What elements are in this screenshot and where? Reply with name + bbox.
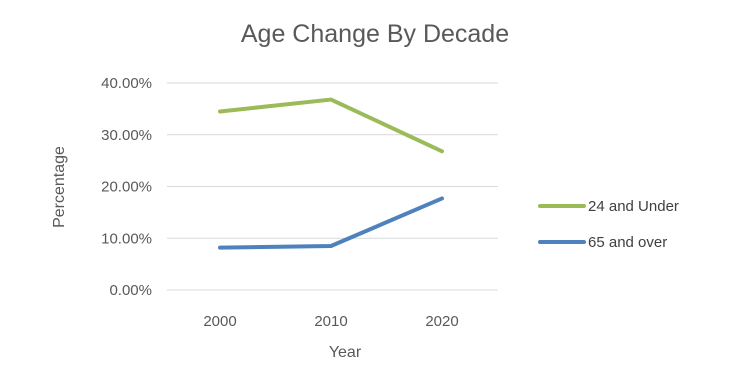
chart-title: Age Change By Decade <box>241 20 509 48</box>
x-tick-label: 2020 <box>425 313 458 330</box>
x-tick-label: 2000 <box>203 313 236 330</box>
series-lines <box>218 97 444 250</box>
x-tick-label: 2010 <box>314 313 347 330</box>
x-axis-title: Year <box>329 344 362 361</box>
y-tick-label: 0.00% <box>109 282 152 299</box>
y-axis-title: Percentage <box>51 146 68 228</box>
labels: 0.00% 10.00% 20.00% 30.00% 40.00% 2000 2010 202… <box>101 75 459 330</box>
y-tick-label: 10.00% <box>101 230 152 247</box>
y-tick-label: 30.00% <box>101 127 152 144</box>
y-tick-label: 20.00% <box>101 179 152 196</box>
y-tick-label: 40.00% <box>101 75 152 92</box>
legend-label: 65 and over <box>588 234 667 251</box>
legend-label: 24 and Under <box>588 198 679 215</box>
gridlines <box>167 82 498 291</box>
series-line-1 <box>218 97 444 154</box>
series-line-2 <box>218 196 444 250</box>
legend: 24 and Under 65 and over <box>538 198 679 251</box>
